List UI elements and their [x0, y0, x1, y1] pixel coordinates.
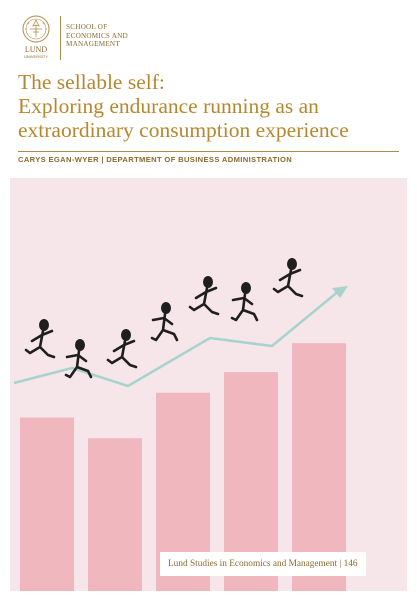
trend-arrow [13, 286, 348, 388]
runner-figure [24, 319, 56, 359]
school-name: SCHOOL OF ECONOMICS AND MANAGEMENT [66, 23, 186, 49]
runner-figure [64, 339, 93, 379]
runner-figure [230, 282, 259, 322]
school-name-line: MANAGEMENT [66, 40, 120, 49]
trend-line [13, 289, 341, 388]
runner-figure [188, 276, 220, 316]
runner-figure [106, 329, 138, 369]
school-name-line: ECONOMICS AND [66, 31, 128, 40]
title-line: extraordinary consumption experience [18, 118, 349, 142]
book-title: The sellable self: Exploring endurance r… [18, 70, 410, 142]
title-line: Exploring endurance running as an [18, 94, 319, 118]
logo-divider [60, 16, 61, 60]
logo-lettering: LUND [25, 45, 47, 54]
school-name-line: SCHOOL OF [66, 23, 108, 31]
author-department: CARYS EGAN-WYER | DEPARTMENT OF BUSINESS… [18, 155, 293, 164]
bar [292, 343, 346, 591]
logo-sublettering: UNIVERSITY [24, 54, 48, 59]
arrow-head [332, 286, 348, 298]
title-line: The sellable self: [18, 70, 165, 94]
cover-illustration [10, 178, 407, 591]
illustration-canvas [13, 258, 348, 591]
runner-figure [272, 258, 304, 298]
runner-group [24, 258, 304, 379]
runner-figure [150, 302, 179, 342]
series-label: Lund Studies in Economics and Management… [160, 552, 366, 576]
bar [20, 417, 74, 591]
bar [88, 438, 142, 591]
title-divider [18, 151, 399, 152]
lund-university-seal-icon: LUND UNIVERSITY [17, 14, 55, 62]
cover-header: LUND UNIVERSITY SCHOOL OF ECONOMICS AND … [0, 0, 417, 170]
